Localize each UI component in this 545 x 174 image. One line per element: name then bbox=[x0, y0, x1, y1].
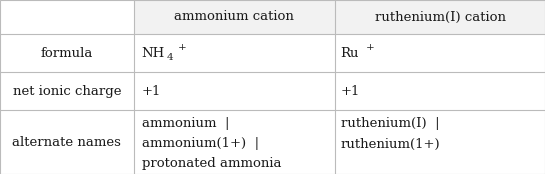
Text: ammonium  |: ammonium | bbox=[142, 117, 229, 130]
Text: ammonium(1+)  |: ammonium(1+) | bbox=[142, 137, 259, 151]
Bar bbox=[134, 0, 335, 34]
Text: ammonium cation: ammonium cation bbox=[174, 10, 294, 23]
Text: NH: NH bbox=[142, 47, 165, 60]
Text: +: + bbox=[366, 43, 374, 52]
Text: formula: formula bbox=[40, 47, 93, 60]
Text: net ionic charge: net ionic charge bbox=[13, 85, 121, 98]
Text: 4: 4 bbox=[167, 53, 173, 62]
Text: +1: +1 bbox=[341, 85, 360, 98]
Text: +1: +1 bbox=[142, 85, 161, 98]
Text: Ru: Ru bbox=[341, 47, 359, 60]
Text: +: + bbox=[178, 43, 186, 52]
Text: ruthenium(I)  |: ruthenium(I) | bbox=[341, 117, 439, 130]
Text: alternate names: alternate names bbox=[13, 136, 121, 149]
Text: ruthenium(1+): ruthenium(1+) bbox=[341, 137, 440, 151]
Text: protonated ammonia: protonated ammonia bbox=[142, 157, 281, 171]
Bar bbox=[335, 0, 545, 34]
Text: ruthenium(I) cation: ruthenium(I) cation bbox=[374, 10, 506, 23]
